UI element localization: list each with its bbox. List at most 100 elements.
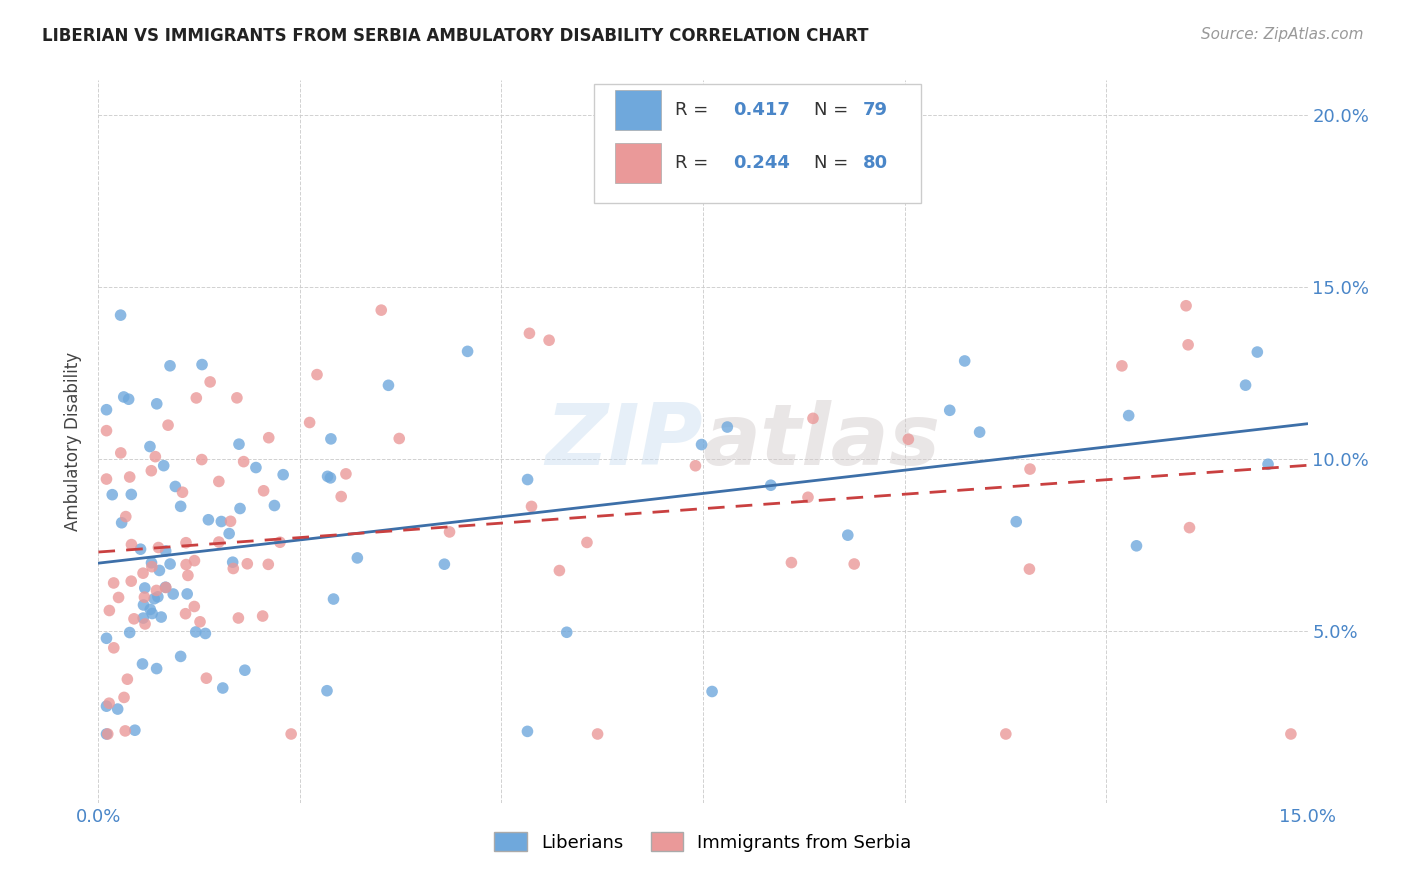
Point [117,672,139,686]
Point [716,420,738,434]
Point [118,392,141,407]
Point [263,499,285,513]
Point [148,541,170,555]
Point [157,418,180,433]
Point [96,472,118,486]
Point [132,611,155,625]
Point [129,542,152,557]
Point [780,556,803,570]
Point [96,424,118,438]
Point [134,617,156,632]
Point [209,515,232,529]
Point [107,591,129,605]
Point [232,455,254,469]
Point [132,598,155,612]
Point [298,416,321,430]
Point [575,535,598,549]
Point [516,473,538,487]
Point [897,432,920,446]
Point [122,612,145,626]
Point [141,556,163,570]
Point [377,378,399,392]
Point [319,432,342,446]
Point [797,490,820,504]
Point [253,483,276,498]
Point [97,727,120,741]
Point [191,358,214,372]
Point [516,724,538,739]
Legend: Liberians, Immigrants from Serbia: Liberians, Immigrants from Serbia [486,825,920,859]
Point [280,727,302,741]
Text: LIBERIAN VS IMMIGRANTS FROM SERBIA AMBULATORY DISABILITY CORRELATION CHART: LIBERIAN VS IMMIGRANTS FROM SERBIA AMBUL… [42,27,869,45]
Point [177,568,200,582]
Point [221,555,243,569]
Point [690,437,713,451]
Text: ZIP: ZIP [546,400,703,483]
Point [96,699,118,714]
Point [139,440,162,454]
Text: 79: 79 [863,101,887,120]
Point [233,663,256,677]
Point [162,587,184,601]
Text: R =: R = [675,153,714,172]
Point [150,610,173,624]
Point [520,500,543,514]
Point [155,580,177,594]
Point [388,432,411,446]
Point [174,535,197,549]
Point [145,583,167,598]
Text: Source: ZipAtlas.com: Source: ZipAtlas.com [1201,27,1364,42]
Point [114,723,136,738]
Point [107,702,129,716]
Point [548,564,571,578]
Point [103,640,125,655]
Point [143,450,166,464]
Point [370,303,392,318]
Point [112,390,135,404]
Point [197,513,219,527]
Point [96,632,118,646]
Point [176,587,198,601]
Text: atlas: atlas [703,400,941,483]
Point [165,479,187,493]
Point [346,550,368,565]
Point [759,478,782,492]
Point [319,471,342,485]
Point [1177,338,1199,352]
Point [245,460,267,475]
Point [322,592,344,607]
Point [1279,727,1302,741]
Text: 0.417: 0.417 [734,101,790,120]
Point [188,615,211,629]
Point [1234,378,1257,392]
Text: N =: N = [814,101,848,120]
Point [844,557,866,571]
Point [112,690,135,705]
Point [335,467,357,481]
Point [155,581,177,595]
Text: 80: 80 [863,153,887,172]
Text: R =: R = [675,101,714,120]
Point [111,516,134,530]
Point [994,727,1017,741]
FancyBboxPatch shape [595,84,921,203]
Point [228,611,250,625]
Text: 0.244: 0.244 [734,153,790,172]
Point [685,458,707,473]
Point [191,452,214,467]
Point [1246,345,1268,359]
Point [439,524,461,539]
Point [132,566,155,581]
Point [1005,515,1028,529]
Point [143,591,166,606]
Point [257,558,280,572]
Point [316,469,339,483]
Point [211,681,233,695]
Point [141,559,163,574]
Point [229,501,252,516]
Point [159,359,181,373]
Point [938,403,960,417]
Point [145,397,167,411]
Point [1125,539,1147,553]
Point [134,581,156,595]
